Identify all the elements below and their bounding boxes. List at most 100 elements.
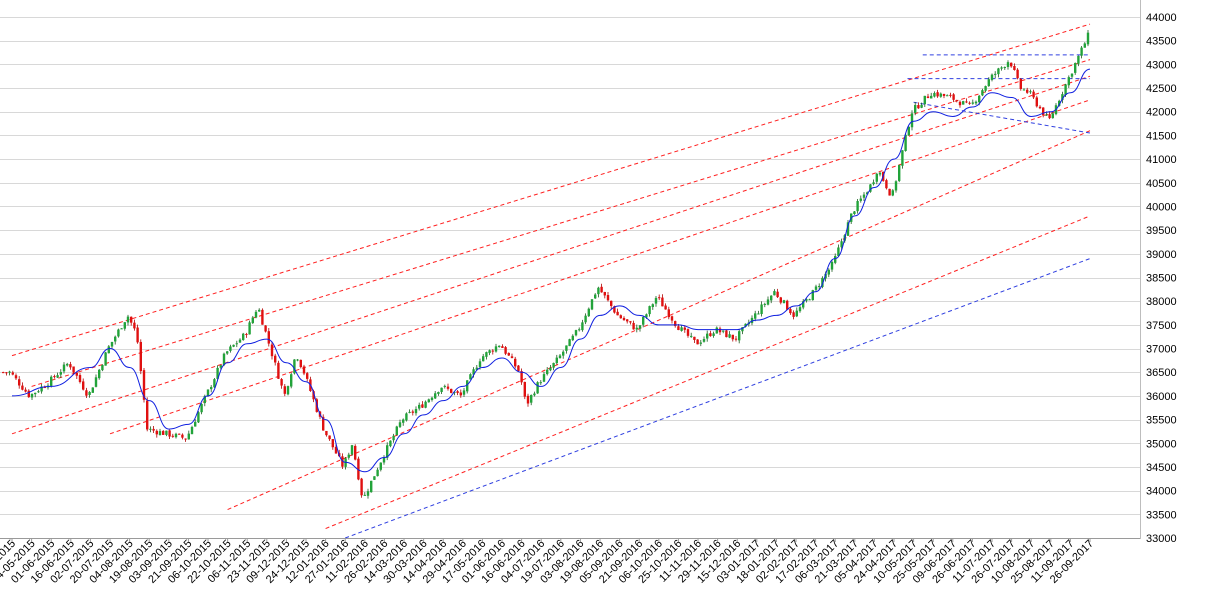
candle-body xyxy=(139,341,142,372)
candle-body xyxy=(645,314,648,318)
candle-body xyxy=(251,317,254,324)
candle-body xyxy=(62,364,66,372)
candle-body xyxy=(114,336,117,342)
candle-body xyxy=(965,101,968,103)
support-line xyxy=(345,258,1091,539)
candle-body xyxy=(728,334,731,338)
candle-body xyxy=(501,346,504,348)
candle-body xyxy=(462,390,466,395)
candle-body xyxy=(11,372,14,375)
candle-body xyxy=(299,359,302,368)
candle-body xyxy=(872,182,875,185)
candle-body xyxy=(194,421,197,427)
candle-body xyxy=(443,385,446,387)
candle-body xyxy=(808,299,811,301)
candle-body xyxy=(680,327,683,331)
candle-body xyxy=(776,291,779,298)
candle-body xyxy=(971,102,974,104)
candle-body xyxy=(66,363,69,366)
candle-body xyxy=(917,105,920,109)
y-tick-label: 44000 xyxy=(1146,12,1177,24)
candle-body xyxy=(21,385,24,390)
candle-body xyxy=(1048,114,1051,119)
channel-line xyxy=(11,23,1091,357)
candle-body xyxy=(123,322,126,329)
candle-body xyxy=(398,422,402,427)
candle-body xyxy=(238,339,242,343)
candle-body xyxy=(94,377,98,387)
channel-line xyxy=(31,59,1091,387)
y-tick-label: 34500 xyxy=(1146,462,1177,474)
candle-body xyxy=(1080,47,1083,56)
candle-body xyxy=(590,299,594,310)
candle-body xyxy=(171,435,174,437)
candle-body xyxy=(334,446,338,454)
candle-body xyxy=(709,333,712,337)
candle-body xyxy=(165,430,168,435)
candle-body xyxy=(677,326,680,331)
candle-body xyxy=(562,351,565,356)
candle-body xyxy=(69,364,72,368)
candle-body xyxy=(434,393,437,399)
candle-body xyxy=(782,300,786,304)
candle-body xyxy=(818,286,821,288)
candle-body xyxy=(85,390,88,396)
candle-body xyxy=(744,323,747,327)
candle-body xyxy=(811,290,814,301)
candle-body xyxy=(555,357,558,364)
moving-average-line xyxy=(11,68,1091,473)
candle-body xyxy=(856,201,859,212)
y-axis: 33000 33500 34000 34500 35000 35500 36000 36500… xyxy=(1146,12,1177,545)
y-tick-label: 43000 xyxy=(1146,59,1177,71)
candle-body xyxy=(456,391,459,393)
candle-body xyxy=(1013,65,1016,70)
candle-body xyxy=(485,352,488,357)
candle-body xyxy=(1070,73,1074,77)
candle-body xyxy=(536,382,539,394)
candle-body xyxy=(613,306,616,313)
candle-body xyxy=(78,375,82,382)
candle-body xyxy=(427,399,430,403)
candle-body xyxy=(1026,89,1029,93)
candle-body xyxy=(990,74,994,80)
y-tick-label: 34000 xyxy=(1146,486,1177,498)
candle-body xyxy=(837,247,840,256)
candle-body xyxy=(696,339,699,345)
y-tick-label: 41500 xyxy=(1146,130,1177,142)
candle-body xyxy=(232,344,235,347)
candle-body xyxy=(974,101,978,104)
y-tick-label: 36000 xyxy=(1146,391,1177,403)
candle-body xyxy=(984,86,987,91)
candle-body xyxy=(718,328,722,333)
candle-body xyxy=(418,404,421,409)
candle-body xyxy=(498,345,501,348)
candle-body xyxy=(786,300,789,310)
channel-line xyxy=(11,75,1091,435)
candle-body xyxy=(488,350,491,354)
candle-body xyxy=(587,308,590,317)
candle-body xyxy=(738,331,741,341)
candle-body xyxy=(475,367,478,370)
candle-body xyxy=(354,445,357,460)
candle-body xyxy=(885,180,888,189)
candle-body xyxy=(552,362,555,368)
candle-body xyxy=(523,381,526,397)
candle-body xyxy=(830,261,834,270)
candle-body xyxy=(331,439,334,448)
candle-body xyxy=(571,335,574,341)
candle-body xyxy=(152,428,155,431)
y-tick-label: 39500 xyxy=(1146,225,1177,237)
candle-body xyxy=(686,329,690,336)
candle-body xyxy=(450,388,453,393)
candle-body xyxy=(40,386,43,392)
candle-body xyxy=(59,372,62,375)
candle-body xyxy=(370,480,373,493)
candle-body xyxy=(408,411,411,413)
candle-body xyxy=(24,389,27,392)
candle-body xyxy=(770,295,773,301)
candle-body xyxy=(1077,55,1080,64)
candle-body xyxy=(968,102,971,104)
candle-body xyxy=(459,392,462,396)
candle-body xyxy=(382,457,386,463)
candle-body xyxy=(136,327,139,343)
